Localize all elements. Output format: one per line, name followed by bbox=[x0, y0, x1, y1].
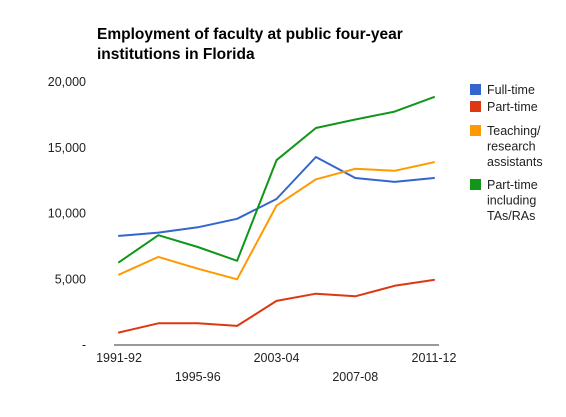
legend-swatch-3 bbox=[470, 125, 481, 136]
series-line-3 bbox=[118, 161, 435, 281]
axes: 20,000 15,000 10,000 5,000 -1991-92 1995-96 20… bbox=[48, 75, 457, 384]
series-line-1 bbox=[118, 156, 435, 237]
chart-title-line-1: Employment of faculty at public four-yea… bbox=[97, 26, 403, 43]
legend-label-3: research bbox=[487, 140, 536, 154]
legend: Full-time Part-time Teaching/researchassis… bbox=[470, 83, 543, 223]
legend-swatch-4 bbox=[470, 179, 481, 190]
legend-label-3: Teaching/ bbox=[487, 124, 541, 138]
chart-title-line-2: institutions in Florida bbox=[97, 46, 255, 63]
x-tick-label: 2007-08 bbox=[332, 370, 378, 384]
x-tick-label: 2003-04 bbox=[254, 351, 300, 365]
plot-series bbox=[118, 96, 435, 334]
x-tick-label: 2011-12 bbox=[412, 351, 457, 365]
legend-label-3: assistants bbox=[487, 155, 543, 169]
legend-swatch-1 bbox=[470, 84, 481, 95]
legend-label-4: Part-time bbox=[487, 178, 538, 192]
legend-label-4: including bbox=[487, 194, 536, 208]
x-tick-label: 1991-92 bbox=[96, 351, 142, 365]
y-tick-label: 20,000 bbox=[48, 75, 86, 89]
y-tick-label: - bbox=[82, 338, 86, 352]
y-tick-label: 15,000 bbox=[48, 141, 86, 155]
series-line-4 bbox=[118, 96, 435, 264]
x-tick-label: 1995-96 bbox=[175, 370, 221, 384]
y-tick-label: 5,000 bbox=[55, 272, 86, 286]
legend-swatch-2 bbox=[470, 101, 481, 112]
legend-label-2: Part-time bbox=[487, 100, 538, 114]
legend-label-1: Full-time bbox=[487, 83, 535, 97]
y-tick-label: 10,000 bbox=[48, 207, 86, 221]
series-line-2 bbox=[118, 278, 435, 334]
legend-label-4: TAs/RAs bbox=[487, 209, 535, 223]
